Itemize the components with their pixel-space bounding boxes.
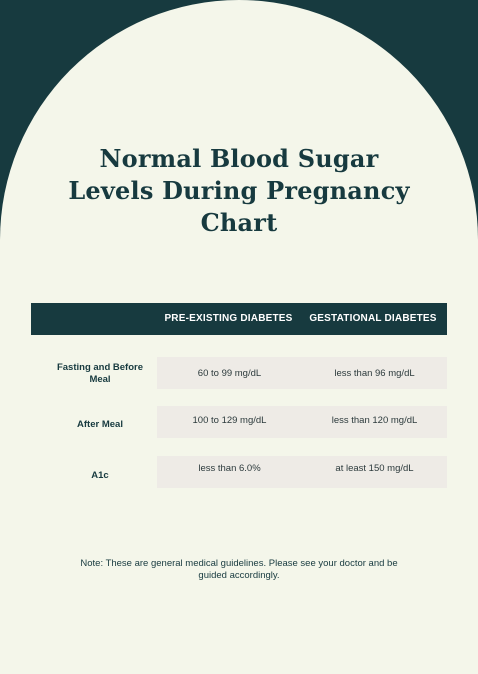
table-row: 100 to 129 mg/dL less than 120 mg/dL bbox=[157, 406, 447, 438]
header-pre-existing: PRE-EXISTING DIABETES bbox=[164, 313, 293, 324]
cell-pre-existing: less than 6.0% bbox=[198, 463, 261, 474]
cell-gestational: at least 150 mg/dL bbox=[335, 463, 414, 474]
table-header: PRE-EXISTING DIABETES GESTATIONAL DIABET… bbox=[31, 303, 447, 335]
header-gestational: GESTATIONAL DIABETES bbox=[309, 313, 437, 324]
row-label-fasting: Fasting and Before Meal bbox=[56, 362, 144, 385]
cell-pre-existing: 60 to 99 mg/dL bbox=[197, 368, 262, 379]
cell-gestational: less than 96 mg/dL bbox=[334, 368, 415, 379]
cell-gestational: less than 120 mg/dL bbox=[331, 415, 418, 426]
row-label-a1c: A1c bbox=[91, 470, 109, 481]
row-label-after-meal: After Meal bbox=[77, 419, 123, 430]
table-row: less than 6.0% at least 150 mg/dL bbox=[157, 456, 447, 488]
page-title: Normal Blood Sugar Levels During Pregnan… bbox=[68, 144, 410, 237]
table-row: 60 to 99 mg/dL less than 96 mg/dL bbox=[157, 357, 447, 389]
cell-pre-existing: 100 to 129 mg/dL bbox=[192, 415, 267, 426]
footnote: Note: These are general medical guidelin… bbox=[80, 558, 398, 581]
